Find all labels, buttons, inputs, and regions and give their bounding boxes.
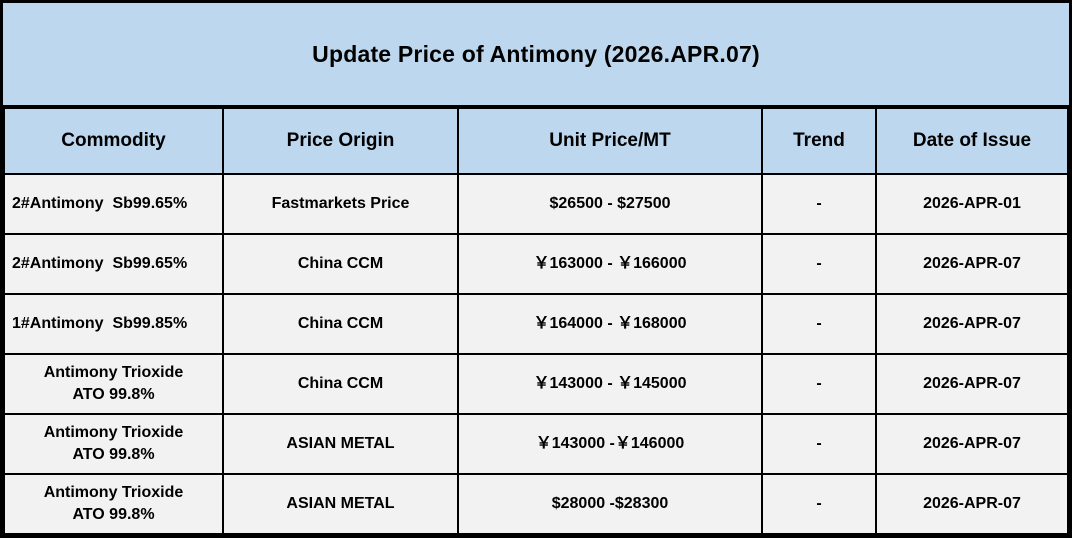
- table-row: Antimony Trioxide ATO 99.8% ASIAN METAL …: [3, 413, 1069, 475]
- cell-date: 2026-APR-07: [875, 473, 1069, 535]
- cell-unit-price: ￥143000 -￥146000: [457, 413, 763, 475]
- cell-commodity: 1#Antimony Sb99.85%: [3, 293, 224, 355]
- cell-trend: -: [761, 473, 877, 535]
- cell-commodity: 2#Antimony Sb99.65%: [3, 233, 224, 295]
- col-header-commodity: Commodity: [3, 107, 224, 175]
- cell-date: 2026-APR-07: [875, 293, 1069, 355]
- header-row: Commodity Price Origin Unit Price/MT Tre…: [3, 107, 1069, 175]
- price-table: Commodity Price Origin Unit Price/MT Tre…: [3, 107, 1069, 535]
- cell-unit-price: ￥143000 - ￥145000: [457, 353, 763, 415]
- cell-commodity: Antimony Trioxide ATO 99.8%: [3, 473, 224, 535]
- cell-trend: -: [761, 353, 877, 415]
- col-header-date: Date of Issue: [875, 107, 1069, 175]
- table-row: Antimony Trioxide ATO 99.8% ASIAN METAL …: [3, 473, 1069, 535]
- table-row: Antimony Trioxide ATO 99.8% China CCM ￥1…: [3, 353, 1069, 415]
- cell-trend: -: [761, 293, 877, 355]
- col-header-price-origin: Price Origin: [222, 107, 459, 175]
- col-header-unit-price: Unit Price/MT: [457, 107, 763, 175]
- page-title: Update Price of Antimony (2026.APR.07): [3, 3, 1069, 107]
- cell-price-origin: Fastmarkets Price: [222, 173, 459, 235]
- cell-commodity: Antimony Trioxide ATO 99.8%: [3, 413, 224, 475]
- cell-trend: -: [761, 233, 877, 295]
- cell-price-origin: ASIAN METAL: [222, 473, 459, 535]
- cell-price-origin: China CCM: [222, 353, 459, 415]
- table-row: 2#Antimony Sb99.65% China CCM ￥163000 - …: [3, 233, 1069, 295]
- cell-date: 2026-APR-01: [875, 173, 1069, 235]
- col-header-trend: Trend: [761, 107, 877, 175]
- cell-unit-price: ￥164000 - ￥168000: [457, 293, 763, 355]
- cell-price-origin: China CCM: [222, 233, 459, 295]
- cell-unit-price: ￥163000 - ￥166000: [457, 233, 763, 295]
- cell-trend: -: [761, 173, 877, 235]
- cell-price-origin: ASIAN METAL: [222, 413, 459, 475]
- cell-commodity: 2#Antimony Sb99.65%: [3, 173, 224, 235]
- table-row: 2#Antimony Sb99.65% Fastmarkets Price $2…: [3, 173, 1069, 235]
- cell-date: 2026-APR-07: [875, 413, 1069, 475]
- cell-date: 2026-APR-07: [875, 233, 1069, 295]
- cell-price-origin: China CCM: [222, 293, 459, 355]
- cell-commodity: Antimony Trioxide ATO 99.8%: [3, 353, 224, 415]
- cell-unit-price: $28000 -$28300: [457, 473, 763, 535]
- cell-trend: -: [761, 413, 877, 475]
- cell-date: 2026-APR-07: [875, 353, 1069, 415]
- table-row: 1#Antimony Sb99.85% China CCM ￥164000 - …: [3, 293, 1069, 355]
- cell-unit-price: $26500 - $27500: [457, 173, 763, 235]
